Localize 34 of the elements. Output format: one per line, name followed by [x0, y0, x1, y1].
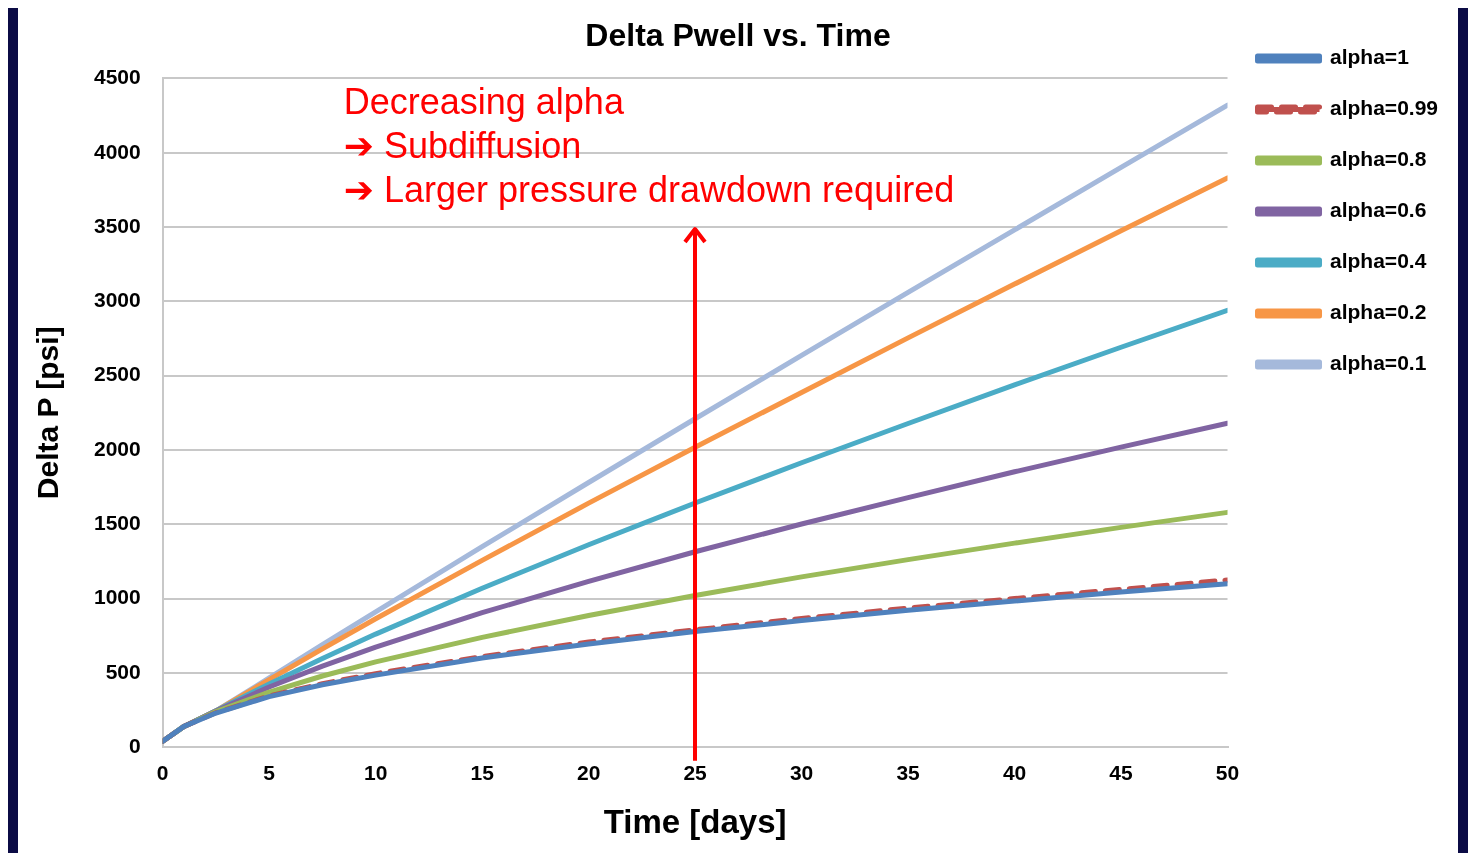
- x-axis-title: Time [days]: [603, 803, 787, 841]
- x-tick-label: 35: [896, 760, 921, 784]
- x-tick-label: 5: [263, 760, 276, 784]
- legend-label: alpha=0.8: [1330, 147, 1427, 171]
- y-axis-title: Delta P [psi]: [31, 326, 65, 500]
- x-tick-label: 30: [789, 760, 814, 784]
- x-tick-label: 45: [1109, 760, 1134, 784]
- y-tick-label: 500: [105, 659, 141, 683]
- x-tick-label: 0: [156, 760, 169, 784]
- legend-label: alpha=0.2: [1330, 300, 1427, 324]
- legend-label: alpha=0.99: [1330, 96, 1438, 120]
- y-tick-label: 2500: [94, 362, 141, 386]
- annotation: Decreasing alpha: [343, 80, 625, 125]
- y-tick-label: 4500: [94, 65, 141, 89]
- annotation: ➔ Larger pressure drawdown required: [343, 168, 955, 213]
- x-tick-label: 25: [683, 760, 708, 784]
- y-tick-label: 4000: [94, 139, 141, 163]
- y-tick-label: 1500: [94, 511, 141, 535]
- annotation: ➔ Subdiffusion: [343, 124, 583, 169]
- y-tick-label: 1000: [94, 585, 141, 609]
- legend-label: alpha=0.6: [1330, 198, 1427, 222]
- y-tick-label: 2000: [94, 436, 141, 460]
- x-tick-label: 10: [364, 760, 388, 784]
- legend-label: alpha=0.1: [1330, 351, 1427, 375]
- legend-label: alpha=0.4: [1330, 249, 1427, 273]
- x-tick-label: 40: [1002, 760, 1027, 784]
- x-tick-label: 20: [576, 760, 601, 784]
- chart-title: Delta Pwell vs. Time: [585, 17, 891, 54]
- y-tick-label: 0: [129, 734, 141, 757]
- y-tick-label: 3000: [94, 288, 141, 312]
- x-tick-label: 50: [1215, 760, 1240, 784]
- x-tick-label: 15: [470, 760, 495, 784]
- legend-label: alpha=1: [1330, 45, 1410, 69]
- y-tick-label: 3500: [94, 213, 141, 237]
